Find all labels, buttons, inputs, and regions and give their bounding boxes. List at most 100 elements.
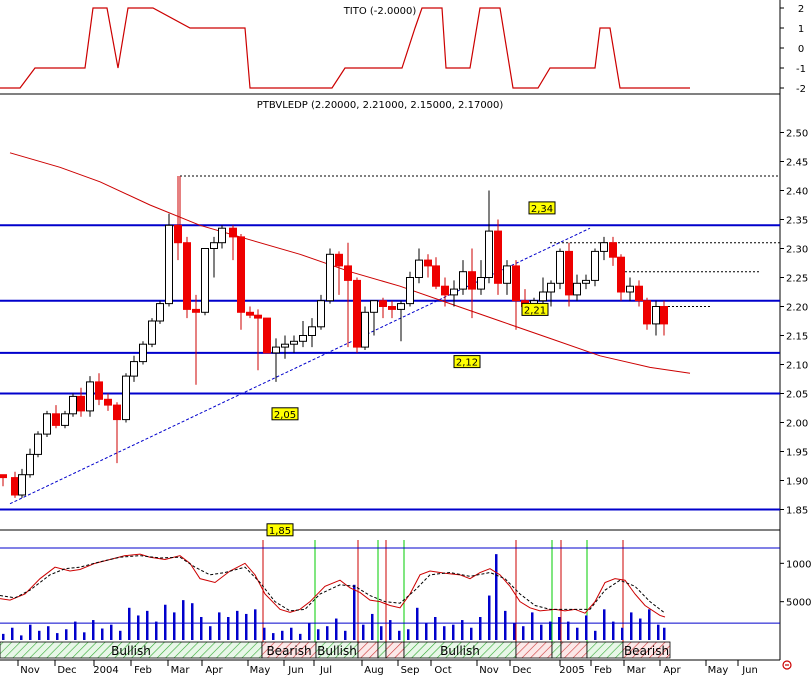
volume-bar [443, 626, 446, 640]
volume-y-axis: 10000 5000 [780, 559, 811, 609]
candle-body [379, 300, 387, 308]
volume-bar [326, 626, 329, 640]
tito-tick-label: 2 [798, 4, 804, 15]
volume-bar [128, 607, 131, 640]
volume-bar [470, 627, 473, 640]
candle-body [174, 224, 182, 244]
tito-y-axis: 2 1 0 -1 -2 [780, 4, 806, 95]
price-level-labels: 2,34 2,21 2,12 2,05 1,85 [266, 201, 556, 537]
volume-bar [434, 617, 437, 640]
level-label-box [528, 201, 556, 215]
volume-bar [173, 612, 176, 640]
level-label: 2,21 [524, 305, 546, 316]
candle-body [77, 395, 85, 412]
candle-body [335, 253, 343, 267]
volume-bar [56, 633, 59, 640]
candle-body [183, 242, 191, 310]
x-tick-label: Jun [287, 665, 304, 676]
candle-body [246, 311, 254, 316]
candle-body [43, 413, 51, 435]
candle-body [52, 413, 60, 426]
volume-bar [594, 630, 597, 640]
candle-body [218, 227, 226, 244]
volume-bar [200, 617, 203, 640]
candle-body [660, 306, 668, 325]
volume-bar [218, 612, 221, 640]
volume-bar [65, 629, 68, 640]
x-tick-label: Aug [364, 665, 384, 676]
volume-bar [353, 584, 356, 640]
candle-body [148, 320, 156, 345]
zone-band [586, 641, 624, 659]
candle-body [290, 340, 298, 345]
candle-body [0, 474, 7, 479]
candle-body [104, 398, 112, 406]
candle-body [643, 300, 651, 325]
volume-bar [531, 612, 534, 640]
price-tick-label: 1.85 [786, 506, 808, 517]
volume-bar [164, 604, 167, 640]
volume-bar [236, 610, 239, 640]
price-tick-label: 2.40 [786, 187, 808, 198]
zone-band [385, 641, 405, 659]
volume-bar [38, 630, 41, 640]
candle-body [201, 248, 209, 313]
candle-body [11, 477, 19, 496]
candle-body [424, 259, 432, 267]
candle-body [210, 242, 218, 249]
candle-body [237, 236, 245, 313]
x-tick-label: May [250, 665, 271, 676]
volume-bar [630, 612, 633, 640]
zone-band [551, 641, 562, 659]
volume-bar [479, 617, 482, 640]
volume-bar [567, 621, 570, 640]
zone-band [357, 641, 379, 659]
x-axis: Nov Dec 2004 Feb Mar Apr May Jun Jul Aug Sep Oct Nov… [17, 660, 758, 676]
candle-body [573, 282, 581, 296]
candle-body [626, 285, 634, 293]
volume-bar [335, 618, 338, 640]
volume-bar [585, 615, 588, 640]
candle-body [609, 242, 617, 258]
candle-body [353, 279, 361, 348]
volume-bar [371, 613, 374, 640]
volume-bar [648, 609, 651, 640]
volume-bar [245, 613, 248, 640]
x-tick-label: Sep [401, 665, 420, 676]
volume-bar [461, 620, 464, 640]
candle-body [344, 265, 352, 281]
volume-bar [398, 630, 401, 640]
volume-bar [603, 609, 606, 640]
candle-body [26, 453, 34, 476]
price-tick-label: 1.90 [786, 477, 808, 488]
price-title: PTBVLEDP (2.20000, 2.21000, 2.15000, 2.1… [257, 100, 504, 111]
price-tick-label: 2.50 [786, 129, 808, 140]
volume-bar [74, 621, 77, 640]
oscillator-signal-line [0, 555, 666, 614]
volume-bar [155, 621, 158, 640]
candle-body [565, 250, 573, 296]
candle-body [512, 265, 520, 302]
candle-body [165, 224, 173, 305]
volume-bar [209, 626, 212, 640]
candle-body [229, 227, 237, 238]
candle-body [450, 288, 458, 296]
candle-body [652, 306, 660, 325]
zone-label: Bullish [317, 644, 357, 658]
tito-title: TITO (-2.0000) [343, 6, 417, 17]
volume-bar [317, 629, 320, 640]
volume-bar [621, 627, 624, 640]
x-tick-label: 2005 [559, 665, 584, 676]
price-tick-label: 2.45 [786, 158, 808, 169]
tito-tick-label: 0 [798, 44, 804, 55]
volume-bar [657, 624, 660, 640]
volume-bar [146, 610, 149, 640]
volume-bar [540, 624, 543, 640]
candle-body [547, 282, 555, 293]
candle-body [370, 300, 378, 313]
settings-icon[interactable] [782, 660, 792, 670]
candle-body [317, 300, 325, 328]
candle-body [591, 250, 599, 281]
tito-tick-label: 1 [798, 24, 804, 35]
candle-body [86, 381, 94, 412]
